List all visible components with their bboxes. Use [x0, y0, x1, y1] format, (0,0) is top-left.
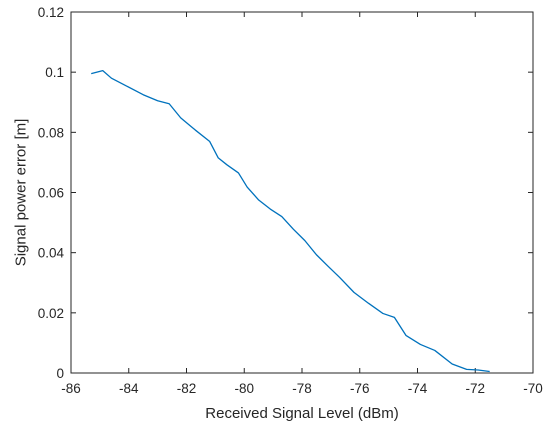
- x-tick-label: -84: [119, 381, 139, 396]
- y-tick-label: 0: [56, 366, 64, 381]
- y-tick-label: 0.02: [38, 306, 64, 321]
- x-axis-label: Received Signal Level (dBm): [205, 405, 398, 422]
- axis-ticks: -86 -84 -82 -80 -78 -76 -74 -72 -70 0 0.02 0.04 0.06…: [38, 5, 543, 396]
- y-tick-label: 0.04: [38, 246, 65, 261]
- x-tick-label: -78: [292, 381, 312, 396]
- x-tick-label: -74: [408, 381, 428, 396]
- y-tick-label: 0.06: [38, 186, 64, 201]
- x-tick-label: -76: [350, 381, 370, 396]
- x-tick-label: -70: [523, 381, 543, 396]
- axes-box: [70, 11, 534, 374]
- x-tick-label: -82: [177, 381, 197, 396]
- x-tick-label: -80: [234, 381, 254, 396]
- series-layer: [91, 70, 490, 373]
- y-tick-label: 0.08: [38, 125, 64, 140]
- y-tick-label: 0.1: [45, 65, 64, 80]
- x-tick-label: -72: [465, 381, 485, 396]
- y-tick-label: 0.12: [38, 5, 64, 20]
- series-line: [91, 70, 490, 373]
- y-axis-label: Signal power error [m]: [12, 119, 29, 267]
- x-tick-label: -86: [61, 381, 81, 396]
